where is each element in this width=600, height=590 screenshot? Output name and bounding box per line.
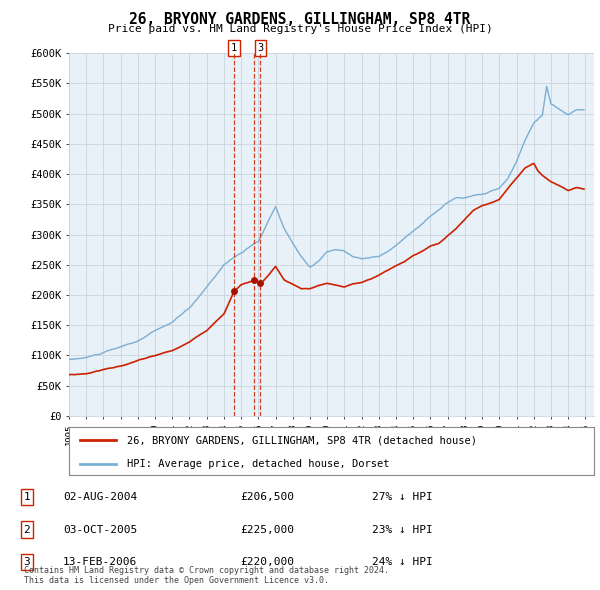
Text: 27% ↓ HPI: 27% ↓ HPI xyxy=(372,492,433,502)
Text: 3: 3 xyxy=(257,43,263,53)
Text: 3: 3 xyxy=(23,557,31,567)
Text: HPI: Average price, detached house, Dorset: HPI: Average price, detached house, Dors… xyxy=(127,459,389,469)
Text: 2: 2 xyxy=(23,525,31,535)
Text: 03-OCT-2005: 03-OCT-2005 xyxy=(63,525,137,535)
Text: £206,500: £206,500 xyxy=(240,492,294,502)
Text: 26, BRYONY GARDENS, GILLINGHAM, SP8 4TR: 26, BRYONY GARDENS, GILLINGHAM, SP8 4TR xyxy=(130,12,470,27)
Text: 13-FEB-2006: 13-FEB-2006 xyxy=(63,557,137,567)
Text: 1: 1 xyxy=(231,43,237,53)
Text: 23% ↓ HPI: 23% ↓ HPI xyxy=(372,525,433,535)
Text: Price paid vs. HM Land Registry's House Price Index (HPI): Price paid vs. HM Land Registry's House … xyxy=(107,24,493,34)
Text: £220,000: £220,000 xyxy=(240,557,294,567)
Text: 24% ↓ HPI: 24% ↓ HPI xyxy=(372,557,433,567)
Text: 1: 1 xyxy=(23,492,31,502)
Text: 02-AUG-2004: 02-AUG-2004 xyxy=(63,492,137,502)
Text: 26, BRYONY GARDENS, GILLINGHAM, SP8 4TR (detached house): 26, BRYONY GARDENS, GILLINGHAM, SP8 4TR … xyxy=(127,435,477,445)
Text: £225,000: £225,000 xyxy=(240,525,294,535)
Text: Contains HM Land Registry data © Crown copyright and database right 2024.
This d: Contains HM Land Registry data © Crown c… xyxy=(24,566,389,585)
